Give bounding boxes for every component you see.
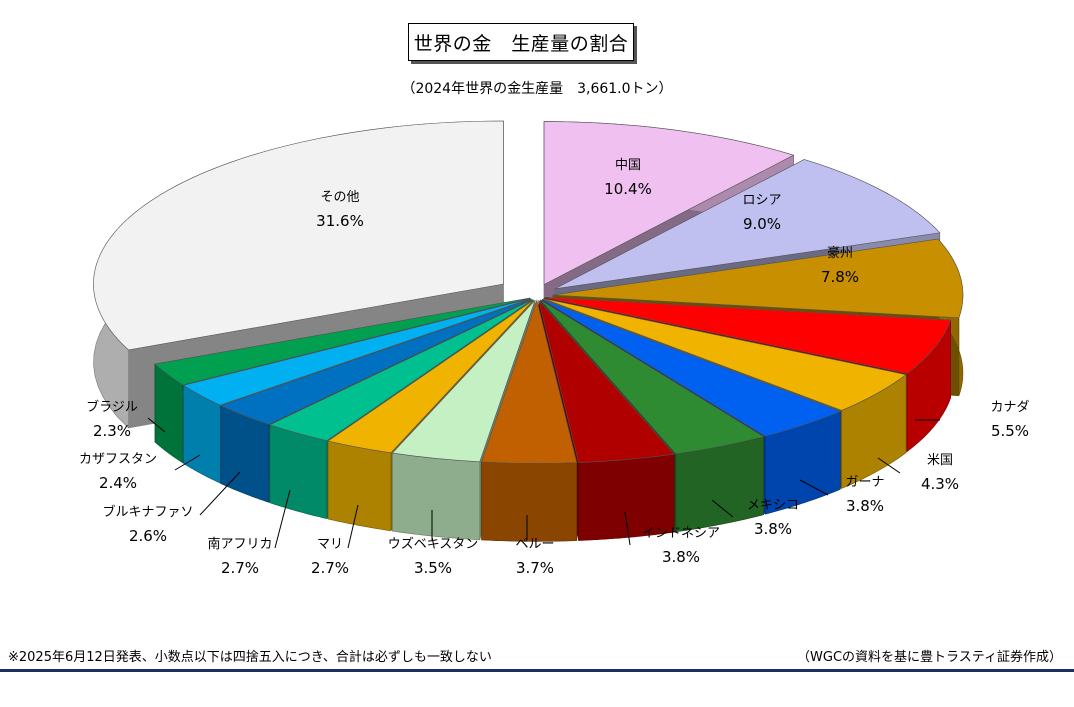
slice-1 bbox=[543, 121, 795, 286]
slice-name-label: ロシア bbox=[742, 193, 781, 208]
leader-line bbox=[174, 454, 201, 471]
leader-line bbox=[347, 504, 359, 549]
chart-title-text: 世界の金 生産量の割合 bbox=[413, 32, 629, 55]
slice-8 bbox=[538, 300, 675, 463]
slice-value-label: 10.4% bbox=[604, 180, 652, 198]
slice-14 bbox=[182, 298, 531, 406]
slice-6 bbox=[541, 299, 842, 437]
slice-name-label: 中国 bbox=[615, 158, 641, 173]
slice-3 bbox=[552, 238, 964, 319]
slice-value-label: 5.5% bbox=[991, 422, 1029, 440]
leader-line bbox=[799, 479, 829, 496]
slice-value-label: 2.6% bbox=[129, 527, 167, 545]
slice-value-label: 2.7% bbox=[311, 559, 349, 577]
chart-subtitle: （2024年世界の金生産量 3,661.0トン） bbox=[401, 81, 673, 97]
slice-5 bbox=[543, 298, 907, 411]
leader-line bbox=[274, 489, 291, 549]
slice-value-label: 3.8% bbox=[846, 497, 884, 515]
slice-name-label: 米国 bbox=[927, 453, 953, 468]
leader-line bbox=[877, 457, 901, 474]
slice-13 bbox=[220, 298, 532, 425]
footnote: ※2025年6月12日発表、小数点以下は四捨五入につき、合計は必ずしも一致しない bbox=[8, 650, 492, 665]
slice-labels: 中国 10.4% ロシア 9.0% 豪州 7.8% カナダ 5.5% 米国 4.3% ガーナ 3.8%… bbox=[79, 158, 1030, 577]
slice-value-label: 7.8% bbox=[821, 268, 859, 286]
slice-4 bbox=[544, 297, 952, 374]
slice-name-label: カザフスタン bbox=[79, 452, 157, 467]
slice-value-label: 2.3% bbox=[93, 422, 131, 440]
slice-name-label: 南アフリカ bbox=[207, 536, 272, 552]
source-note: （WGCの資料を基に豊トラスティ証券作成） bbox=[797, 650, 1062, 665]
slice-name-label: ペルー bbox=[515, 537, 554, 552]
slice-value-label: 3.7% bbox=[516, 559, 554, 577]
slice-value-label: 4.3% bbox=[921, 475, 959, 493]
slice-name-label: カナダ bbox=[990, 400, 1029, 415]
slice-value-label: 3.8% bbox=[754, 520, 792, 538]
slice-name-label: メキシコ bbox=[747, 498, 799, 513]
slice-value-label: 3.5% bbox=[414, 559, 452, 577]
slice-10 bbox=[391, 300, 536, 463]
slice-15 bbox=[154, 297, 531, 386]
slice-2 bbox=[554, 159, 941, 290]
slice-name-label: 豪州 bbox=[827, 245, 853, 261]
pie-tops bbox=[93, 120, 964, 464]
leader-line bbox=[147, 417, 166, 433]
slice-name-label: マリ bbox=[317, 537, 343, 552]
leader-line bbox=[199, 471, 241, 516]
slice-name-label: その他 bbox=[320, 190, 359, 205]
slice-name-label: ウズベキスタン bbox=[388, 536, 479, 552]
leader-line bbox=[711, 499, 734, 518]
slice-value-label: 2.4% bbox=[99, 474, 137, 492]
slice-name-label: インドネシア bbox=[642, 526, 720, 541]
slice-value-label: 3.8% bbox=[662, 548, 700, 566]
leader-line bbox=[624, 511, 631, 546]
slice-value-label: 9.0% bbox=[743, 215, 781, 233]
slice-name-label: ガーナ bbox=[845, 475, 884, 490]
slice-value-label: 2.7% bbox=[221, 559, 259, 577]
slice-11 bbox=[327, 299, 534, 454]
slice-value-label: 31.6% bbox=[316, 212, 364, 230]
slice-9 bbox=[481, 299, 578, 464]
slice-name-label: ブラジル bbox=[86, 399, 138, 415]
slice-7 bbox=[540, 299, 765, 455]
chart-title: 世界の金 生産量の割合 bbox=[408, 23, 634, 61]
slice-12 bbox=[269, 299, 533, 441]
bottom-rule bbox=[0, 669, 1074, 672]
slice-name-label: ブルキナファソ bbox=[102, 504, 193, 520]
slice-16 bbox=[93, 120, 504, 351]
